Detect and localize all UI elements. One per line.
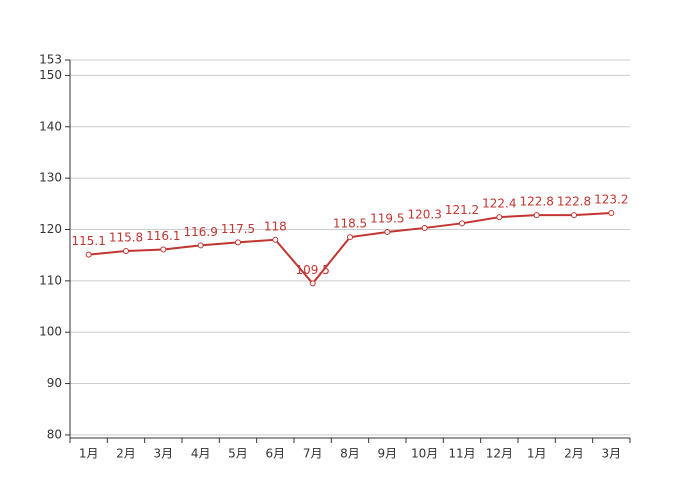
point bbox=[421, 224, 428, 231]
y-tick-label: 80 bbox=[47, 427, 62, 441]
x-tick-label: 6月 bbox=[266, 447, 286, 461]
y-tick-label: 140 bbox=[39, 119, 62, 133]
data-label: 117.5 bbox=[221, 222, 255, 236]
x-tick-label: 8月 bbox=[340, 447, 360, 461]
y-tick-label: 100 bbox=[39, 325, 62, 339]
point bbox=[608, 210, 615, 217]
x-tick-label: 12月 bbox=[486, 447, 513, 461]
point bbox=[272, 236, 279, 243]
data-label: 123.2 bbox=[594, 193, 628, 207]
point bbox=[347, 234, 353, 241]
x-tick-label: 1月 bbox=[527, 447, 547, 461]
data-label: 119.5 bbox=[370, 212, 404, 226]
x-tick-label: 3月 bbox=[154, 447, 174, 461]
data-label: 122.8 bbox=[557, 195, 591, 209]
x-tick-label: 9月 bbox=[378, 447, 398, 461]
x-tick-label: 3月 bbox=[602, 447, 622, 461]
point bbox=[496, 214, 503, 221]
x-tick-label: 7月 bbox=[303, 447, 323, 461]
point bbox=[123, 248, 129, 255]
y-tick-label: 120 bbox=[39, 222, 62, 236]
point bbox=[533, 212, 540, 219]
x-tick-label: 4月 bbox=[191, 447, 211, 461]
data-label: 120.3 bbox=[407, 207, 441, 221]
x-tick-label: 11月 bbox=[448, 447, 475, 461]
y-tick-label: 150 bbox=[39, 68, 62, 82]
x-tick-label: 5月 bbox=[228, 447, 248, 461]
data-label: 122.4 bbox=[482, 197, 516, 211]
point bbox=[85, 251, 92, 258]
y-tick-label: 153 bbox=[39, 53, 62, 67]
data-label: 116.9 bbox=[183, 225, 217, 239]
point bbox=[197, 242, 204, 249]
point bbox=[160, 246, 167, 253]
data-label: 118 bbox=[264, 219, 287, 233]
data-label: 122.8 bbox=[519, 195, 553, 209]
point bbox=[459, 220, 465, 227]
y-tick-label: 110 bbox=[39, 273, 62, 287]
x-tick-label: 2月 bbox=[116, 447, 136, 461]
data-label: 116.1 bbox=[146, 229, 180, 243]
data-label: 121.2 bbox=[445, 203, 479, 217]
point bbox=[571, 212, 577, 219]
y-tick-label: 90 bbox=[47, 376, 62, 390]
x-tick-label: 2月 bbox=[564, 447, 584, 461]
x-tick-label: 10月 bbox=[411, 447, 438, 461]
data-label: 118.5 bbox=[333, 217, 367, 231]
point bbox=[235, 239, 241, 246]
y-tick-label: 130 bbox=[39, 171, 62, 185]
point bbox=[309, 280, 316, 287]
data-label: 115.8 bbox=[109, 231, 143, 245]
x-tick-label: 1月 bbox=[79, 447, 99, 461]
point bbox=[384, 229, 391, 236]
data-label: 109.5 bbox=[295, 263, 329, 277]
data-label: 115.1 bbox=[71, 234, 105, 248]
